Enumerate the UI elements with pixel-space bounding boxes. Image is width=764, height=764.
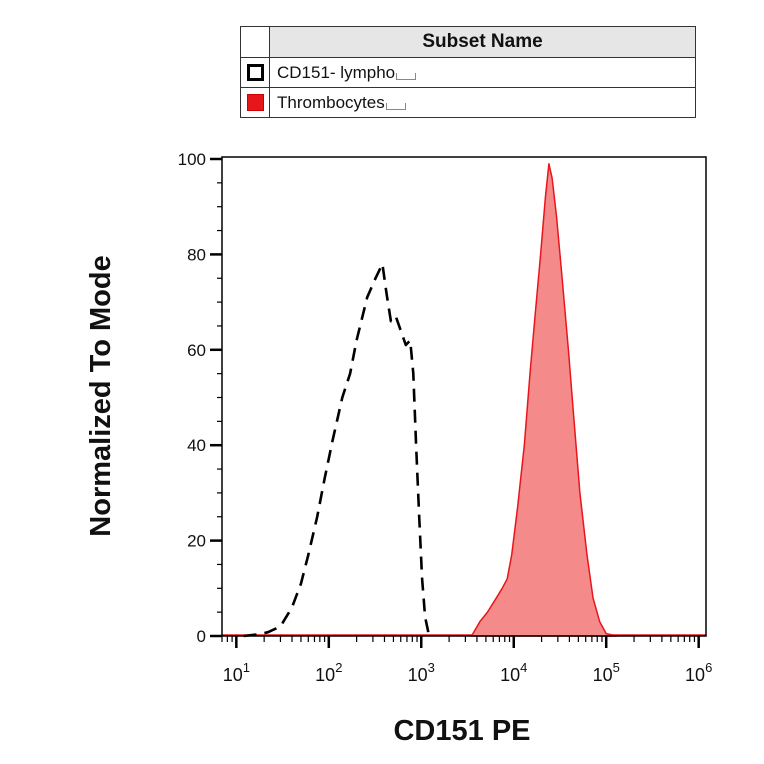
y-tick-label: 20 (187, 532, 206, 551)
x-tick-label: 102 (315, 660, 342, 685)
x-tick-label: 104 (500, 660, 527, 685)
y-axis: 0 20 40 60 80 100 (178, 150, 222, 646)
x-tick-base: 10 (593, 665, 613, 685)
x-tick-base: 10 (685, 665, 705, 685)
x-tick-exponent: 1 (243, 660, 250, 675)
y-tick-label: 60 (187, 341, 206, 360)
x-tick-label: 101 (223, 660, 250, 685)
legend-table: Subset Name CD151- lympho Thrombocytes (240, 26, 696, 118)
x-tick-exponent: 5 (613, 660, 620, 675)
x-tick-exponent: 6 (705, 660, 712, 675)
series-layer (222, 163, 706, 638)
legend-swatch-cell (241, 58, 270, 87)
legend-item-lympho: CD151- lympho (241, 58, 695, 88)
y-tick-label: 80 (187, 245, 206, 264)
y-axis-label: Normalized To Mode (85, 255, 117, 536)
legend-item-label: Thrombocytes (277, 93, 385, 112)
x-tick-base: 10 (500, 665, 520, 685)
legend-header: Subset Name (270, 27, 695, 57)
legend-swatch-open-square-icon (247, 64, 264, 81)
legend-overflow-marker-icon (385, 103, 406, 110)
x-tick-label: 105 (593, 660, 620, 685)
series-lympho-dashed-line (243, 262, 433, 638)
y-tick-label: 0 (197, 627, 206, 646)
x-axis: 101 102 103 104 105 106 (221, 636, 712, 685)
x-tick-base: 10 (315, 665, 335, 685)
legend-item-label-wrapper: Thrombocytes (277, 88, 406, 118)
x-axis-label: CD151 PE (393, 715, 530, 747)
x-tick-base: 10 (408, 665, 428, 685)
x-tick-exponent: 3 (428, 660, 435, 675)
legend-item-thrombocytes: Thrombocytes (241, 88, 695, 118)
x-tick-label: 106 (685, 660, 712, 685)
plot-frame (221, 156, 707, 637)
legend-item-label-wrapper: CD151- lympho (277, 58, 417, 88)
y-tick-label: 100 (178, 150, 206, 169)
legend-swatch-cell (241, 88, 270, 118)
x-tick-exponent: 2 (335, 660, 342, 675)
x-tick-exponent: 4 (520, 660, 527, 675)
x-tick-label: 103 (408, 660, 435, 685)
legend-header-swatch-cell (241, 27, 270, 57)
x-tick-base: 10 (223, 665, 243, 685)
legend-swatch-red-square-icon (247, 94, 264, 111)
y-tick-label: 40 (187, 436, 206, 455)
legend-item-label: CD151- lympho (277, 63, 396, 82)
series-thrombocytes-area (470, 163, 618, 637)
legend-header-row: Subset Name (241, 27, 695, 58)
legend-overflow-marker-icon (396, 73, 417, 80)
